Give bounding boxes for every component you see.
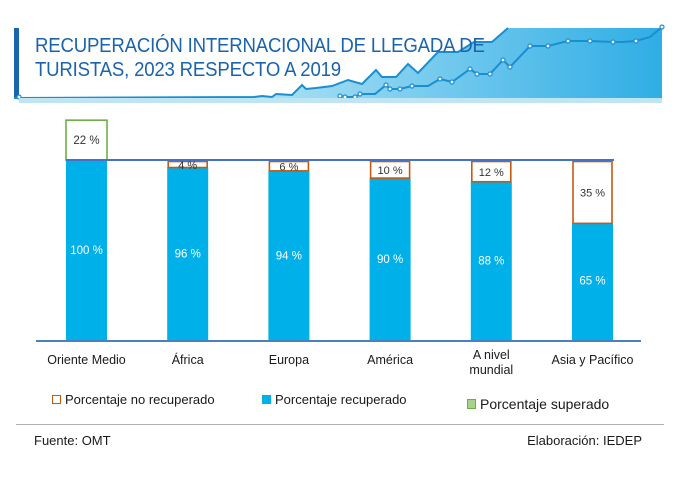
x-tick-label-line: Europa <box>268 353 310 367</box>
x-tick-label-line: África <box>171 353 204 367</box>
bar-not-recovered <box>369 160 411 179</box>
credit-note: Elaboración: IEDEP <box>527 433 642 448</box>
data-label-not-recovered: 6 % <box>279 161 298 173</box>
data-label-not-recovered: 4 % <box>178 160 197 172</box>
legend-item-recovered: Porcentaje recuperado <box>262 392 407 407</box>
bar-not-recovered <box>470 160 512 183</box>
bar-recovered <box>66 160 107 341</box>
legend-label-recovered: Porcentaje recuperado <box>275 392 407 407</box>
bar-recovered <box>167 167 209 341</box>
x-tick-label: América <box>330 353 450 368</box>
footer-divider <box>16 424 664 425</box>
legend-swatch-exceeded <box>467 399 476 409</box>
x-tick-label: Asia y Pacífico <box>533 353 653 368</box>
data-label-not-recovered: 10 % <box>378 165 403 177</box>
x-tick-label-line: Asia y Pacífico <box>551 353 634 367</box>
chart-title-line-1: RECUPERACIÓN INTERNACIONAL DE LLEGADA DE <box>35 35 485 57</box>
source-note: Fuente: OMT <box>34 433 111 448</box>
bar-exceeded <box>65 119 108 161</box>
trend-line <box>13 27 509 99</box>
data-label-recovered: 94 % <box>276 250 302 262</box>
bar-not-recovered <box>167 160 208 169</box>
data-label-recovered: 90 % <box>377 254 403 266</box>
header-banner: RECUPERACIÓN INTERNACIONAL DE LLEGADA DE… <box>0 0 680 110</box>
x-tick-label: A nivel mundial <box>431 348 551 378</box>
decorative-trend-graphic <box>13 24 665 103</box>
x-tick-label-line: mundial <box>469 363 514 377</box>
bar-chart: 100 % 22 % 96 % 4 % 94 % 6 % 90 % 10 % 88 % 12 % 6… <box>36 119 641 342</box>
data-label-recovered: 88 % <box>478 256 504 268</box>
bar-recovered <box>470 181 512 341</box>
trend-area <box>254 28 662 98</box>
chart-title-line-2: TURISTAS, 2023 RESPECTO A 2019 <box>35 59 341 81</box>
data-label-recovered: 96 % <box>175 249 201 261</box>
data-label-not-recovered: 12 % <box>479 167 504 179</box>
bar-recovered <box>268 170 310 341</box>
legend-label-not-recovered: Porcentaje no recuperado <box>65 392 215 407</box>
data-label-recovered: 65 % <box>579 276 605 288</box>
legend-item-exceeded: Porcentaje superado <box>467 396 609 412</box>
legend-label-exceeded: Porcentaje superado <box>480 396 610 412</box>
bar-recovered <box>369 178 411 341</box>
bar-not-recovered <box>268 160 310 172</box>
banner-underline <box>19 98 662 103</box>
x-tick-label-line: América <box>367 353 414 367</box>
data-label-recovered: 100 % <box>70 245 103 257</box>
x-tick-label: Oriente Medio <box>27 353 147 368</box>
title-accent-bar <box>14 28 19 98</box>
bar-not-recovered <box>572 160 613 225</box>
x-tick-label: África <box>128 353 248 368</box>
x-tick-label: Europa <box>229 353 349 368</box>
legend-item-not-recovered: Porcentaje no recuperado <box>52 392 215 407</box>
data-label-not-recovered: 35 % <box>580 188 605 200</box>
x-tick-label-line: Oriente Medio <box>47 353 126 367</box>
legend-swatch-not-recovered <box>52 395 61 404</box>
x-tick-label-line: A nivel <box>472 348 510 362</box>
bar-recovered <box>572 223 613 341</box>
data-label-exceeded: 22 % <box>73 135 99 147</box>
legend-swatch-recovered <box>262 395 271 404</box>
